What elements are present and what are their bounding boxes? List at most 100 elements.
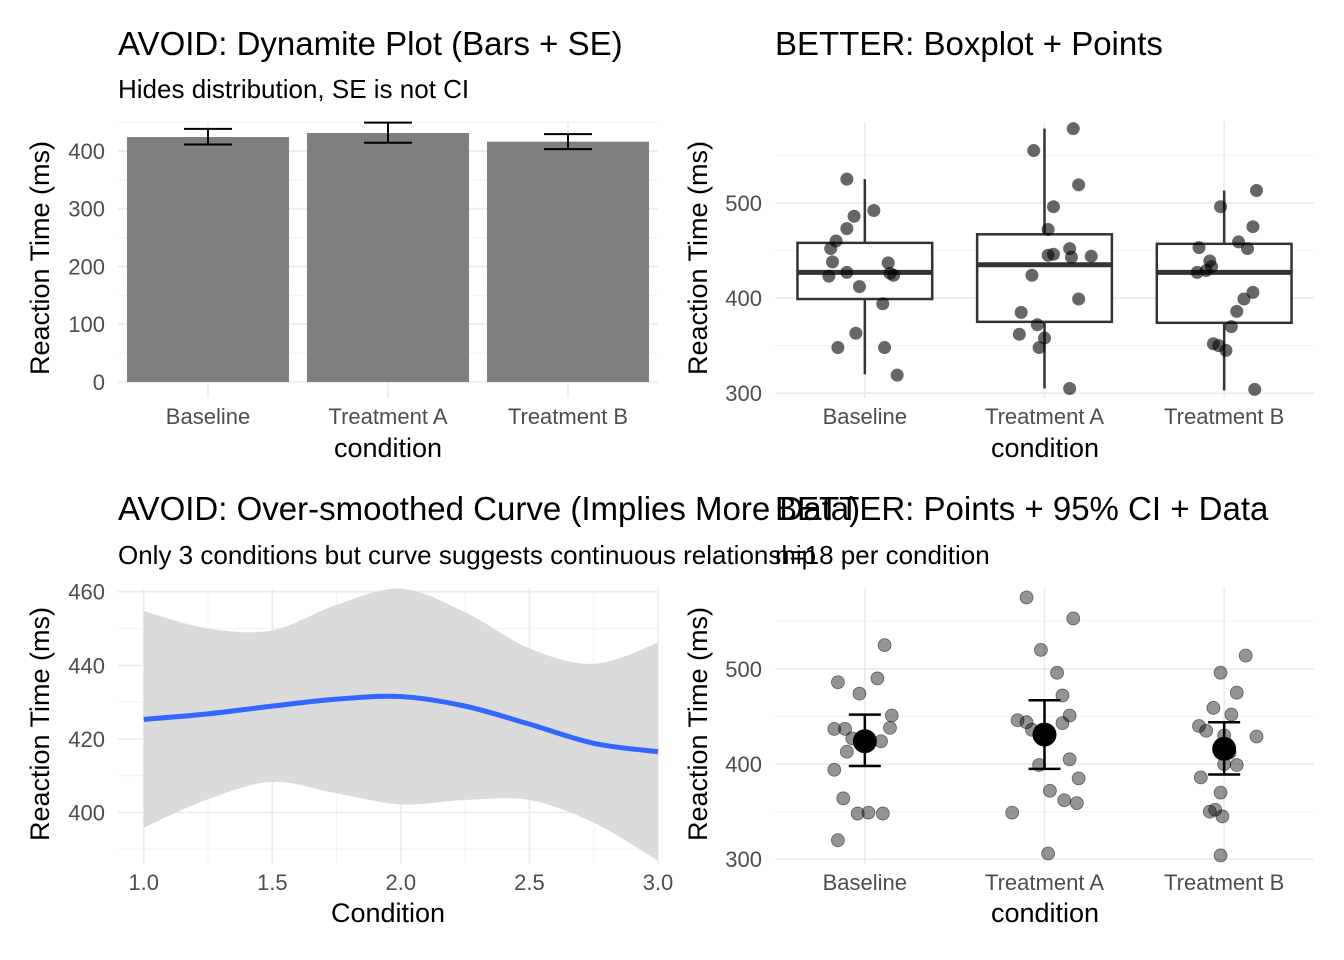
data-point-1 (870, 671, 885, 686)
data-point-2 (1041, 248, 1055, 262)
boxplot-3 (1155, 190, 1293, 391)
panel-3-y-tick-label: 440 (68, 653, 105, 678)
data-point-3 (1192, 241, 1206, 255)
data-point-2 (1042, 783, 1057, 798)
panel-4-points-ci: 300 400 500 Baseline Treatment A Treatment B (725, 588, 1314, 895)
data-point-2 (1019, 715, 1034, 730)
data-point-3 (1193, 770, 1208, 785)
panel-1-y-axis-title: Reaction Time (ms) (25, 141, 55, 375)
data-point-1 (836, 791, 851, 806)
panel-4-y-tick-label: 400 (725, 752, 762, 777)
panel-2-y-tick-label: 500 (725, 191, 762, 216)
panel-4-x-tick-label: Baseline (823, 870, 907, 895)
data-point-1 (881, 256, 895, 270)
data-point-3 (1215, 809, 1230, 824)
bar-3 (487, 141, 649, 382)
data-point-3 (1213, 665, 1228, 680)
data-point-1 (890, 368, 904, 382)
data-point-2 (1066, 122, 1080, 136)
data-point-2 (1038, 331, 1051, 345)
panel-2-y-axis-title: Reaction Time (ms) (683, 141, 713, 375)
panel-4-x-axis-title: condition (991, 898, 1099, 928)
data-point-1 (839, 744, 854, 759)
boxplot-2 (975, 128, 1114, 389)
data-point-1 (830, 833, 845, 848)
panel-3-smoothed-curve: 400 420 440 460 1.0 1.5 2.0 2.5 3.0 (68, 580, 673, 895)
data-point-3 (1229, 758, 1244, 772)
data-point-3 (1241, 242, 1255, 256)
data-point-1 (850, 806, 865, 821)
panel-4-x-tick-label: Treatment A (985, 870, 1104, 895)
data-point-3 (1250, 184, 1264, 198)
data-point-3 (1237, 292, 1251, 306)
boxplot-1 (796, 179, 934, 375)
data-point-3 (1202, 804, 1217, 819)
data-point-1 (830, 675, 845, 690)
data-point-2 (1055, 716, 1070, 731)
panel-2-title: BETTER: Boxplot + Points (775, 25, 1163, 62)
panel-1-y-tick-label: 100 (68, 312, 105, 337)
data-point-3 (1246, 285, 1260, 299)
data-point-1 (840, 172, 854, 186)
data-point-1 (852, 686, 867, 701)
data-point-2 (1012, 327, 1026, 341)
mean-point-2 (1032, 722, 1057, 747)
panel-4-title: BETTER: Points + 95% CI + Data (775, 490, 1269, 527)
data-point-2 (1066, 611, 1081, 626)
panel-3-x-axis-title: Condition (331, 898, 445, 928)
panel-3-title: AVOID: Over-smoothed Curve (Implies More… (118, 490, 860, 527)
panel-1-y-tick-label: 400 (68, 139, 105, 164)
error-bar-1 (184, 127, 232, 146)
data-point-3 (1199, 263, 1213, 277)
data-point-1 (876, 297, 890, 311)
bar-1 (127, 137, 289, 382)
mean-point-1 (852, 729, 877, 754)
data-point-1 (827, 721, 842, 736)
panel-2-x-tick-label: Treatment A (985, 404, 1104, 429)
data-point-3 (1219, 343, 1233, 357)
data-point-2 (1014, 305, 1028, 319)
panel-4-y-axis-title: Reaction Time (ms) (683, 607, 713, 841)
data-point-2 (1072, 178, 1086, 192)
error-bar-2 (364, 121, 412, 144)
data-point-3 (1214, 200, 1228, 214)
data-point-3 (1206, 701, 1221, 715)
data-point-1 (877, 638, 892, 653)
confidence-band (143, 588, 658, 861)
data-point-2 (1071, 771, 1086, 786)
panel-3-x-tick-label: 2.5 (514, 870, 545, 895)
smoothed-line (143, 693, 659, 755)
panel-1-y-tick-label: 0 (93, 370, 105, 395)
data-point-3 (1238, 648, 1253, 663)
data-point-2 (1064, 250, 1078, 264)
data-point-1 (827, 762, 842, 777)
data-point-3 (1192, 719, 1206, 733)
data-point-3 (1213, 848, 1228, 863)
panel-3-x-tick-label: 1.5 (257, 870, 288, 895)
panel-4-subtitle: n=18 per condition (775, 540, 990, 570)
data-point-2 (1063, 381, 1077, 395)
data-point-1 (831, 341, 845, 355)
data-point-2 (1057, 793, 1072, 808)
data-point-3 (1224, 707, 1239, 722)
data-point-1 (883, 721, 897, 735)
data-point-3 (1213, 785, 1228, 800)
panel-1-x-tick-label: Baseline (166, 404, 250, 429)
panel-3-x-tick-label: 3.0 (643, 870, 674, 895)
panel-1-y-tick-label: 200 (68, 254, 105, 279)
data-point-2 (1010, 713, 1025, 728)
error-bar-3 (544, 133, 592, 151)
data-point-2 (1062, 752, 1077, 767)
panel-2-x-tick-label: Treatment B (1164, 404, 1284, 429)
data-point-1 (825, 255, 839, 269)
data-point-2 (1034, 642, 1048, 657)
data-point-1 (867, 204, 881, 218)
data-point-1 (861, 805, 876, 820)
panel-1-title: AVOID: Dynamite Plot (Bars + SE) (118, 25, 623, 62)
data-point-1 (840, 265, 854, 279)
data-point-1 (847, 209, 861, 223)
data-point-1 (878, 341, 892, 355)
panel-4-x-tick-label: Treatment B (1164, 870, 1284, 895)
data-point-3 (1199, 723, 1214, 738)
data-point-2 (1019, 590, 1034, 605)
